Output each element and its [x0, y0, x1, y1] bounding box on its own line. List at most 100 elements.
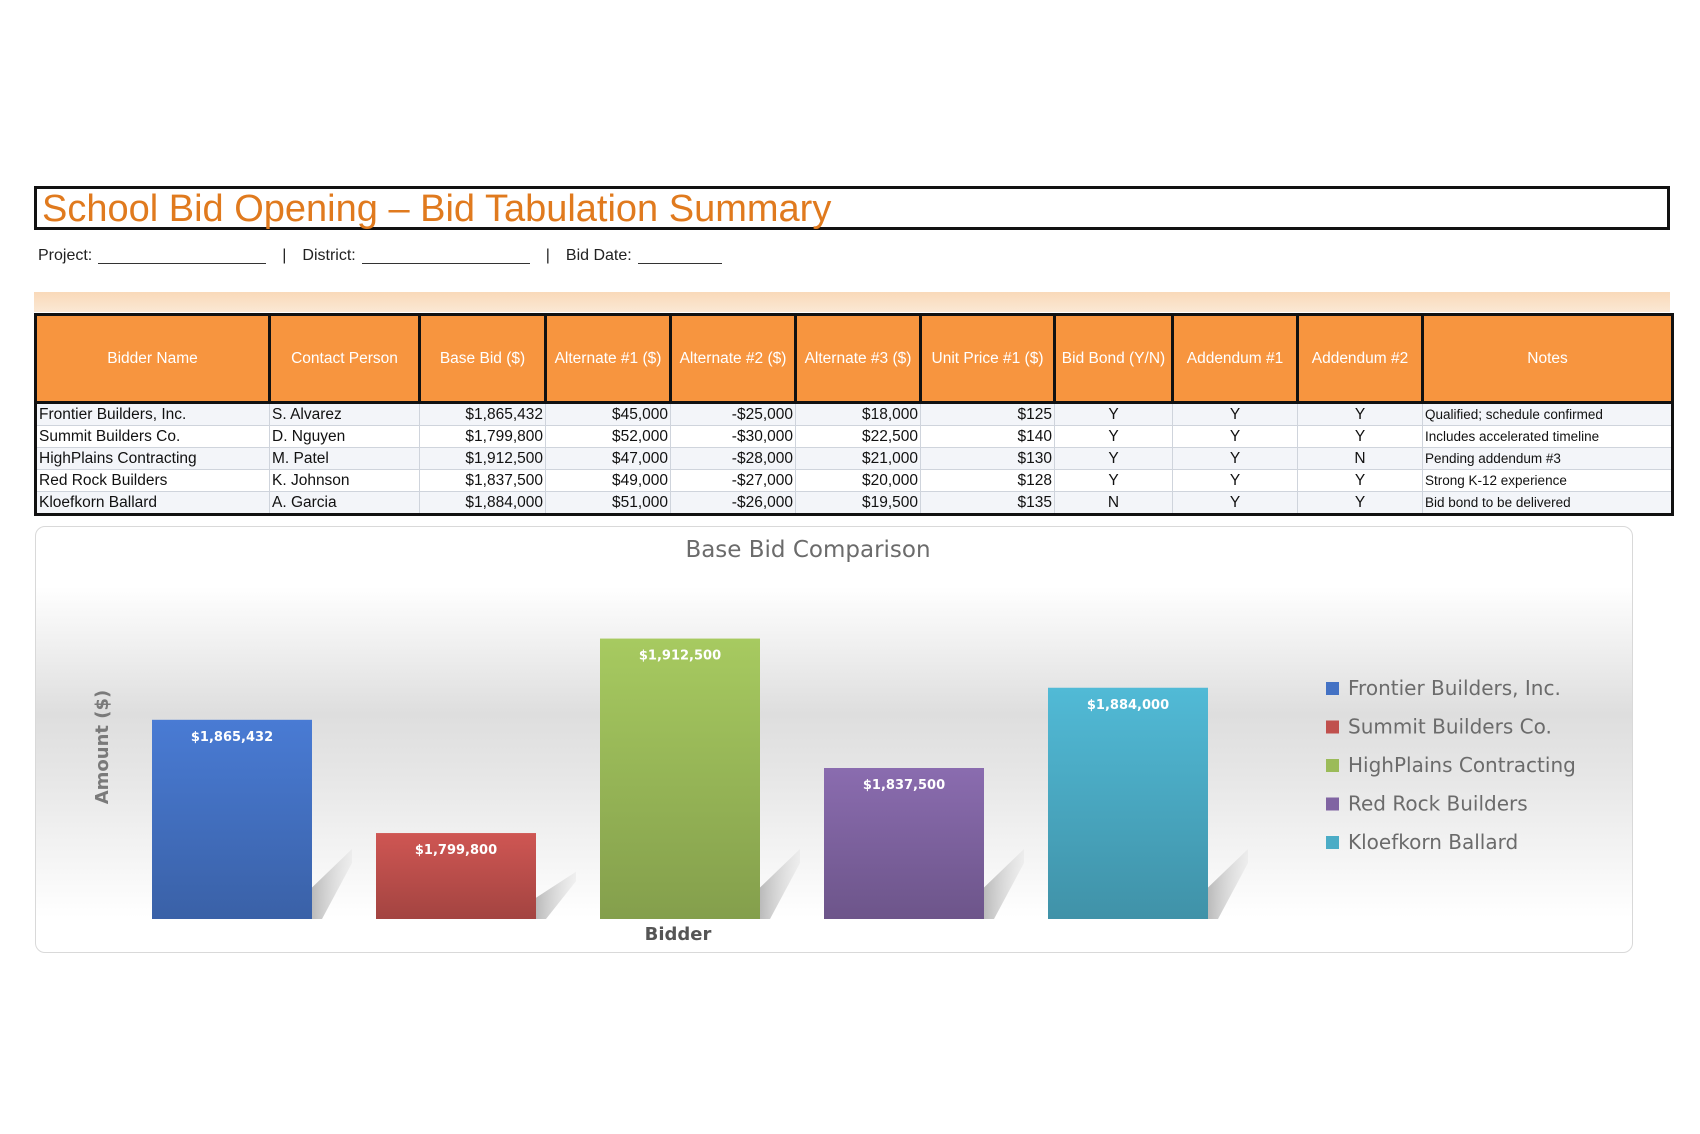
base-bid-cell: $1,884,000 [419, 491, 546, 515]
column-header: Addendum #1 [1172, 314, 1299, 404]
alternate-1-cell: $52,000 [545, 425, 671, 448]
unit-price-cell: $140 [920, 425, 1055, 448]
page-title: School Bid Opening – Bid Tabulation Summ… [42, 188, 832, 230]
alternate-3-cell: $18,000 [795, 402, 921, 426]
alternate-3-cell: $20,000 [795, 469, 921, 492]
column-header: Unit Price #1 ($) [920, 314, 1056, 404]
bid-date-label: Bid Date: [565, 247, 632, 264]
contact-cell: S. Alvarez [269, 402, 420, 426]
legend-swatch [1326, 682, 1339, 695]
bar-shadow [312, 849, 352, 919]
table-row: Red Rock Builders K. Johnson $1,837,500 … [35, 469, 1673, 492]
addendum-2-cell: Y [1297, 491, 1423, 515]
bidder-name-cell: Summit Builders Co. [35, 425, 270, 448]
contact-cell: A. Garcia [269, 491, 420, 515]
district-field[interactable] [361, 249, 530, 264]
alternate-2-cell: -$26,000 [670, 491, 796, 515]
separator: | [282, 247, 287, 264]
bar-shadow [1208, 849, 1248, 919]
table-row: Kloefkorn Ballard A. Garcia $1,884,000 $… [35, 491, 1673, 515]
bidder-name-cell: Frontier Builders, Inc. [35, 402, 270, 426]
bid-date-field[interactable] [637, 249, 722, 264]
column-header: Addendum #2 [1297, 314, 1424, 404]
addendum-1-cell: Y [1172, 447, 1298, 470]
bar [376, 833, 536, 919]
bar-shadow [536, 871, 576, 919]
title-box: School Bid Opening – Bid Tabulation Summ… [34, 186, 1670, 230]
project-label: Project: [38, 247, 93, 264]
bar-data-label: $1,799,800 [415, 843, 497, 858]
legend-swatch [1326, 836, 1339, 849]
bar-shadow [984, 849, 1024, 919]
legend-label: HighPlains Contracting [1348, 753, 1576, 777]
legend-swatch [1326, 759, 1339, 772]
alternate-1-cell: $51,000 [545, 491, 671, 515]
notes-cell: Bid bond to be delivered [1422, 491, 1673, 515]
bar-data-label: $1,837,500 [863, 778, 945, 793]
legend-label: Red Rock Builders [1348, 792, 1528, 816]
contact-cell: M. Patel [269, 447, 420, 470]
unit-price-cell: $130 [920, 447, 1055, 470]
district-label: District: [302, 247, 356, 264]
legend-label: Kloefkorn Ballard [1348, 830, 1518, 854]
alternate-1-cell: $49,000 [545, 469, 671, 492]
bar-data-label: $1,884,000 [1087, 698, 1169, 713]
alternate-2-cell: -$27,000 [670, 469, 796, 492]
bar-data-label: $1,912,500 [639, 649, 721, 664]
table-row: Frontier Builders, Inc. S. Alvarez $1,86… [35, 402, 1673, 426]
notes-cell: Qualified; schedule confirmed [1422, 402, 1673, 426]
bar-shadow [760, 849, 800, 919]
addendum-2-cell: Y [1297, 425, 1423, 448]
legend-swatch [1326, 797, 1339, 811]
alternate-2-cell: -$25,000 [670, 402, 796, 426]
alternate-3-cell: $21,000 [795, 447, 921, 470]
legend-label: Frontier Builders, Inc. [1348, 676, 1561, 700]
alternate-1-cell: $47,000 [545, 447, 671, 470]
base-bid-cell: $1,865,432 [419, 402, 546, 426]
table-header-row: Bidder Name Contact Person Base Bid ($) … [35, 314, 1673, 404]
column-header: Bidder Name [35, 314, 271, 404]
bar [600, 638, 760, 919]
unit-price-cell: $125 [920, 402, 1055, 426]
bidder-name-cell: Red Rock Builders [35, 469, 270, 492]
bid-bond-cell: N [1054, 491, 1173, 515]
chart-title: Base Bid Comparison [685, 537, 930, 563]
base-bid-cell: $1,799,800 [419, 425, 546, 448]
project-field[interactable] [98, 249, 267, 264]
base-bid-cell: $1,912,500 [419, 447, 546, 470]
alternate-1-cell: $45,000 [545, 402, 671, 426]
addendum-1-cell: Y [1172, 491, 1298, 515]
bid-bond-cell: Y [1054, 469, 1173, 492]
addendum-1-cell: Y [1172, 469, 1298, 492]
bar [1048, 687, 1208, 919]
bidder-name-cell: HighPlains Contracting [35, 447, 270, 470]
notes-cell: Includes accelerated timeline [1422, 425, 1673, 448]
table-row: Summit Builders Co. D. Nguyen $1,799,800… [35, 425, 1673, 448]
column-header: Bid Bond (Y/N) [1054, 314, 1174, 404]
legend-swatch [1326, 720, 1339, 734]
bar [824, 768, 984, 919]
addendum-2-cell: Y [1297, 402, 1423, 426]
alternate-3-cell: $22,500 [795, 425, 921, 448]
alternate-2-cell: -$30,000 [670, 425, 796, 448]
unit-price-cell: $135 [920, 491, 1055, 515]
contact-cell: D. Nguyen [269, 425, 420, 448]
notes-cell: Strong K-12 experience [1422, 469, 1673, 492]
addendum-2-cell: N [1297, 447, 1423, 470]
y-axis-label: Amount ($) [92, 690, 113, 805]
bid-table: Bidder Name Contact Person Base Bid ($) … [34, 313, 1674, 516]
x-axis-label: Bidder [645, 924, 712, 945]
contact-cell: K. Johnson [269, 469, 420, 492]
column-header: Alternate #1 ($) [545, 314, 672, 404]
bid-bond-cell: Y [1054, 402, 1173, 426]
notes-cell: Pending addendum #3 [1422, 447, 1673, 470]
column-header: Alternate #3 ($) [795, 314, 922, 404]
addendum-1-cell: Y [1172, 425, 1298, 448]
alternate-3-cell: $19,500 [795, 491, 921, 515]
separator: | [545, 247, 550, 264]
table-row: HighPlains Contracting M. Patel $1,912,5… [35, 447, 1673, 470]
chart-frame: Base Bid Comparison Amount ($) Bidder $1… [35, 526, 1633, 953]
base-bid-cell: $1,837,500 [419, 469, 546, 492]
column-header: Notes [1422, 314, 1673, 404]
addendum-2-cell: Y [1297, 469, 1423, 492]
